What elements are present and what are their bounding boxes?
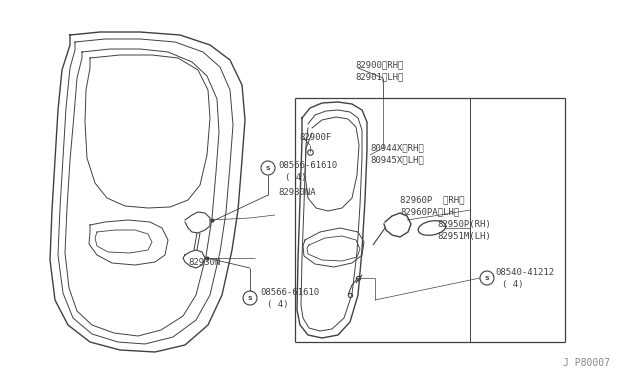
Text: S: S (484, 276, 490, 280)
Text: S: S (248, 295, 252, 301)
Text: 82930NA: 82930NA (278, 188, 316, 197)
Text: 08540-41212: 08540-41212 (495, 268, 554, 277)
Text: 08566-61610: 08566-61610 (260, 288, 319, 297)
Text: 82960P  〈RH〉: 82960P 〈RH〉 (400, 195, 465, 204)
Text: S: S (266, 166, 270, 170)
Text: 82901〈LH〉: 82901〈LH〉 (355, 72, 403, 81)
Text: 80945X〈LH〉: 80945X〈LH〉 (370, 155, 424, 164)
Text: ( 4): ( 4) (502, 280, 524, 289)
Text: 82930N: 82930N (188, 258, 220, 267)
Text: 82960PA〈LH〉: 82960PA〈LH〉 (400, 207, 459, 216)
Text: 80944X〈RH〉: 80944X〈RH〉 (370, 143, 424, 152)
Text: 82900〈RH〉: 82900〈RH〉 (355, 60, 403, 69)
Text: 08566-61610: 08566-61610 (278, 161, 337, 170)
Text: 82951M(LH): 82951M(LH) (437, 232, 491, 241)
Text: J P80007: J P80007 (563, 358, 610, 368)
Text: ( 4): ( 4) (267, 300, 289, 309)
Text: 82900F: 82900F (299, 133, 332, 142)
Text: ( 4): ( 4) (285, 173, 307, 182)
Text: 82950P(RH): 82950P(RH) (437, 220, 491, 229)
